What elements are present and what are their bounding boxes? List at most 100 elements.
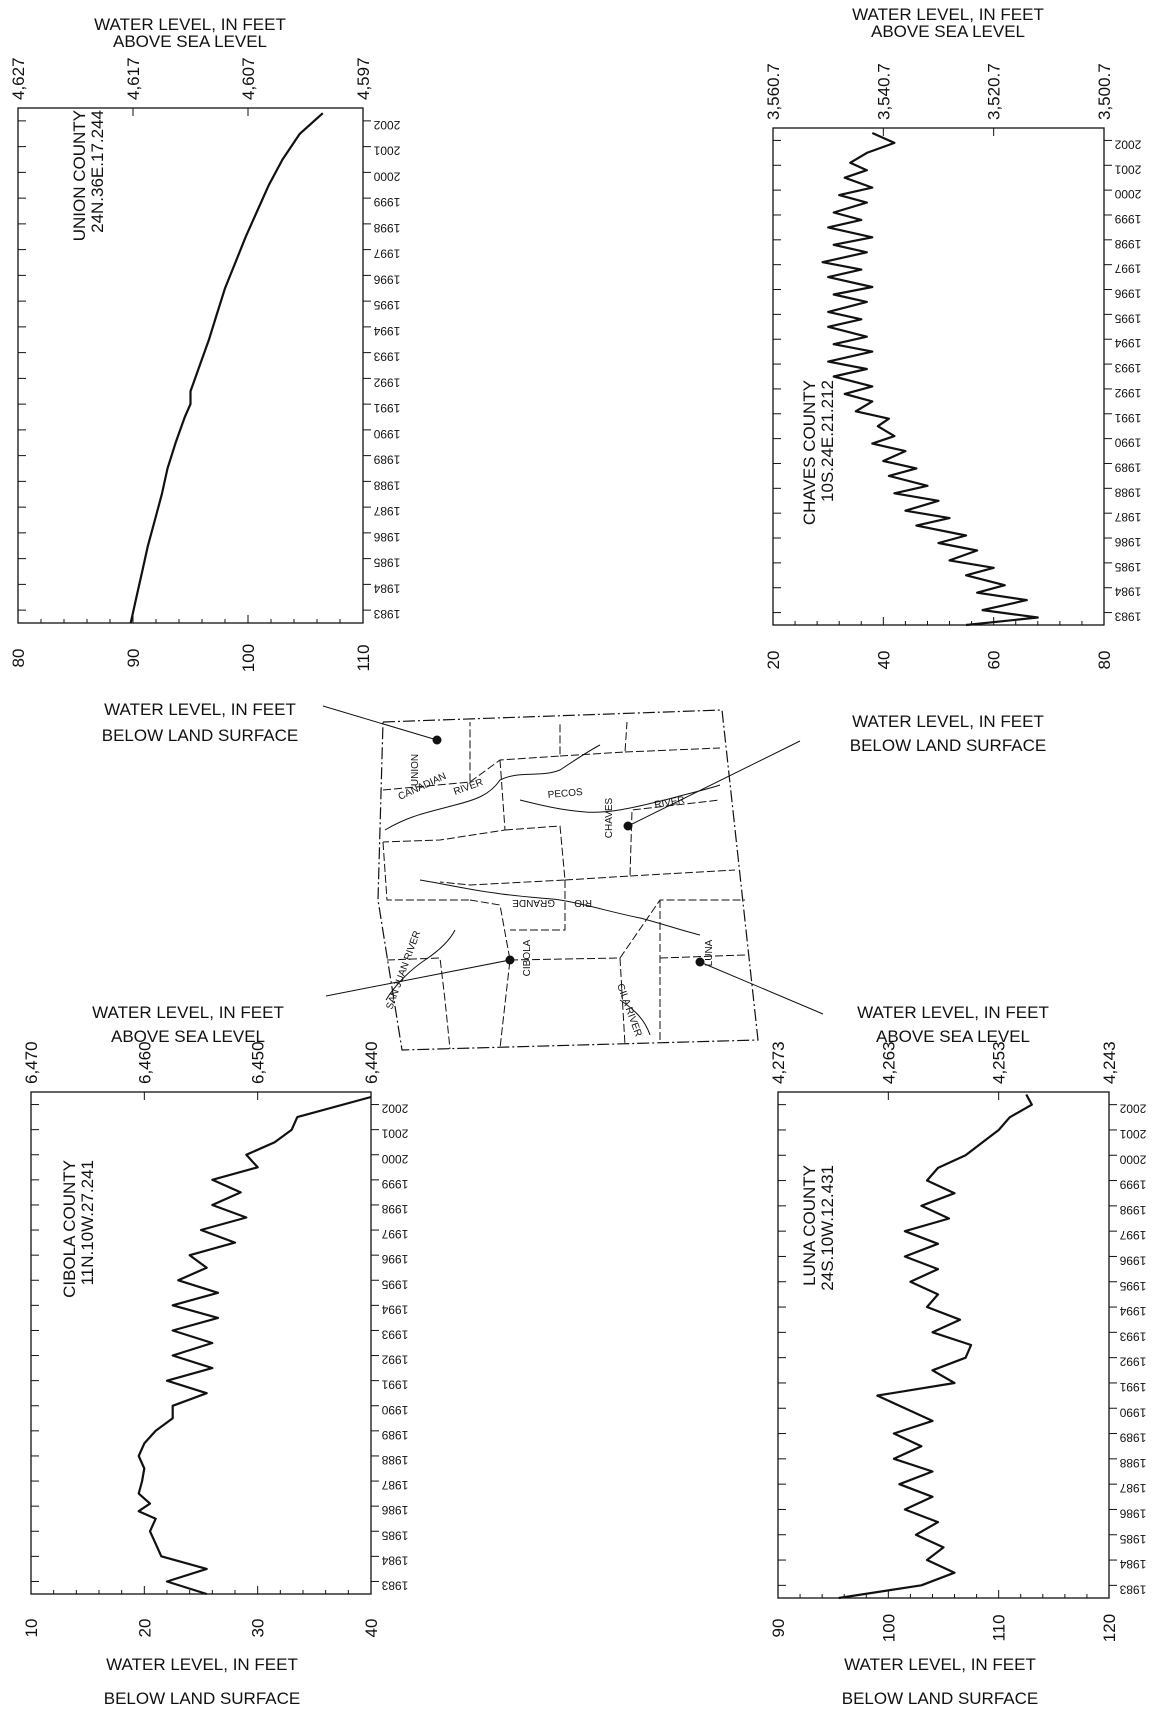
year-tick-label: 1996 — [1119, 1253, 1146, 1267]
year-tick-label: 1999 — [373, 195, 400, 209]
bottom-axis-title-cibola: WATER LEVEL, IN FEET BELOW LAND SURFACE — [104, 1655, 301, 1708]
year-tick-label: 1983 — [1119, 1582, 1146, 1596]
chart-layer-luna: 1983 1984 1985 1986 1987 1988 1989 1990 1991 1992… — [769, 1041, 1146, 1642]
year-tick-label: 1986 — [1114, 535, 1141, 549]
elevation-tick-label: 6,460 — [135, 1041, 154, 1084]
year-tick-label: 1992 — [381, 1353, 408, 1367]
year-tick-label: 1998 — [373, 221, 400, 235]
depth-tick-label: 60 — [985, 651, 1004, 670]
elevation-tick-label: 4,607 — [239, 57, 258, 100]
year-tick-label: 1985 — [1119, 1532, 1146, 1546]
elevation-tick-label: 3,520.7 — [985, 63, 1004, 120]
plot-frame-chaves — [772, 127, 1105, 626]
chart-union: WATER LEVEL, IN FEET ABOVE SEA LEVEL — [17, 15, 364, 624]
map-label-san-juan: SAN JUAN RIVER — [384, 929, 423, 1011]
depth-tick-label: 10 — [22, 1619, 41, 1638]
depth-tick-label: 20 — [135, 1619, 154, 1638]
chart-layer-cibola: 1983 1984 1985 1986 1987 1988 1989 1990 1991 1992… — [22, 1041, 408, 1637]
year-tick-label: 1987 — [381, 1478, 408, 1492]
leader-line-cibola — [325, 959, 511, 997]
year-tick-label: 2001 — [381, 1127, 408, 1141]
year-tick-label: 1997 — [1119, 1228, 1146, 1242]
leader-line-union — [322, 705, 438, 741]
map-label-canadian-river: RIVER — [452, 777, 484, 798]
elevation-tick-label: 4,597 — [354, 57, 373, 100]
top-axis-title-line2: ABOVE SEA LEVEL — [113, 32, 267, 51]
year-tick-label: 2001 — [1119, 1127, 1146, 1141]
year-tick-label: 1988 — [1119, 1456, 1146, 1470]
well-marker-cibola — [505, 955, 515, 965]
well-marker-union — [432, 735, 442, 745]
map-label-gila: GILA RIVER — [614, 982, 643, 1038]
top-axis-title-line2: ABOVE SEA LEVEL — [871, 22, 1025, 41]
year-tick-label: 1994 — [381, 1302, 408, 1316]
year-tick-label: 1989 — [1119, 1431, 1146, 1445]
year-tick-label: 2001 — [373, 144, 400, 158]
well-marker-luna — [695, 957, 705, 967]
callout-union-line1: WATER LEVEL, IN FEET — [104, 700, 296, 719]
plot-frame-luna — [777, 1091, 1110, 1599]
leader-line-chaves — [627, 740, 801, 827]
year-tick-label: 1987 — [373, 504, 400, 518]
callout-cibola-line2: ABOVE SEA LEVEL — [111, 1027, 265, 1046]
map-label-chaves: CHAVES — [604, 797, 615, 838]
chart-subtitle: 10S.24E.21.212 — [818, 380, 837, 502]
plot-frame-cibola — [30, 1091, 372, 1595]
year-tick-label: 1984 — [373, 581, 400, 595]
year-tick-label: 1996 — [373, 272, 400, 286]
series-line-cibola — [137, 1095, 372, 1596]
year-tick-label: 1994 — [1119, 1304, 1146, 1318]
year-tick-label: 1997 — [381, 1227, 408, 1241]
chart-title: UNION COUNTY — [70, 110, 89, 241]
year-tick-label: 1986 — [1119, 1506, 1146, 1520]
elevation-tick-label: 4,273 — [769, 1041, 788, 1084]
leader-line-luna — [699, 961, 824, 1015]
callout-chaves: WATER LEVEL, IN FEET BELOW LAND SURFACE — [627, 712, 1046, 827]
bottom-axis-title-line1: WATER LEVEL, IN FEET — [106, 1655, 298, 1674]
year-tick-label: 1994 — [1114, 336, 1141, 350]
elevation-tick-label: 3,540.7 — [874, 63, 893, 120]
callout-luna: WATER LEVEL, IN FEET ABOVE SEA LEVEL — [699, 961, 1049, 1046]
depth-tick-label: 110 — [354, 644, 373, 671]
year-tick-label: 2002 — [373, 118, 400, 132]
chart-luna: WATER LEVEL, IN FEET BELOW LAND SURFACE — [777, 1091, 1110, 1708]
year-tick-label: 1990 — [381, 1403, 408, 1417]
year-tick-label: 1985 — [373, 556, 400, 570]
year-tick-label: 1992 — [1119, 1355, 1146, 1369]
year-tick-label: 1993 — [373, 350, 400, 364]
chart-layer-chaves: 1983 1984 1985 1986 1987 1988 1989 1990 1991 1992… — [764, 63, 1141, 669]
year-tick-label: 1990 — [1114, 436, 1141, 450]
year-tick-label: 2001 — [1114, 162, 1141, 176]
year-tick-label: 1987 — [1114, 510, 1141, 524]
year-tick-label: 2000 — [1119, 1152, 1146, 1166]
map-label-grande: GRANDE — [512, 897, 555, 908]
river-rio-grande — [419, 879, 701, 936]
map-labels: UNION CHAVES CIBOLA LUNA CANADIAN RIVER … — [384, 754, 715, 1038]
series-line-luna — [838, 1093, 1033, 1600]
chart-subtitle: 11N.10W.27.241 — [78, 1160, 97, 1285]
year-tick-label: 1985 — [1114, 560, 1141, 574]
series-line-union — [129, 112, 324, 624]
depth-tick-label: 90 — [769, 1619, 788, 1638]
year-tick-label: 1999 — [1119, 1178, 1146, 1192]
year-tick-label: 1991 — [1114, 411, 1141, 425]
top-axis-title-union: WATER LEVEL, IN FEET ABOVE SEA LEVEL — [94, 15, 286, 51]
year-tick-label: 1984 — [1114, 585, 1141, 599]
chart-cibola: WATER LEVEL, IN FEET BELOW LAND SURFACE — [30, 1091, 372, 1708]
map-label-pecos-river: RIVER — [654, 795, 686, 811]
year-tick-label: 1992 — [1114, 386, 1141, 400]
year-tick-label: 2000 — [381, 1152, 408, 1166]
year-tick-label: 1998 — [1114, 237, 1141, 251]
chart-chaves: WATER LEVEL, IN FEET ABOVE SEA LEVEL — [772, 5, 1105, 626]
year-tick-label: 1983 — [373, 607, 400, 621]
bottom-axis-title-line2: BELOW LAND SURFACE — [104, 1689, 301, 1708]
year-tick-label: 1984 — [1119, 1557, 1146, 1571]
year-tick-label: 2002 — [1114, 137, 1141, 151]
year-tick-label: 1993 — [1119, 1329, 1146, 1343]
callout-chaves-line1: WATER LEVEL, IN FEET — [852, 712, 1044, 731]
state-map: UNION CHAVES CIBOLA LUNA CANADIAN RIVER … — [377, 709, 759, 1051]
year-tick-label: 1997 — [1114, 262, 1141, 276]
depth-tick-label: 100 — [879, 1614, 898, 1642]
elevation-tick-label: 4,253 — [990, 1041, 1009, 1084]
